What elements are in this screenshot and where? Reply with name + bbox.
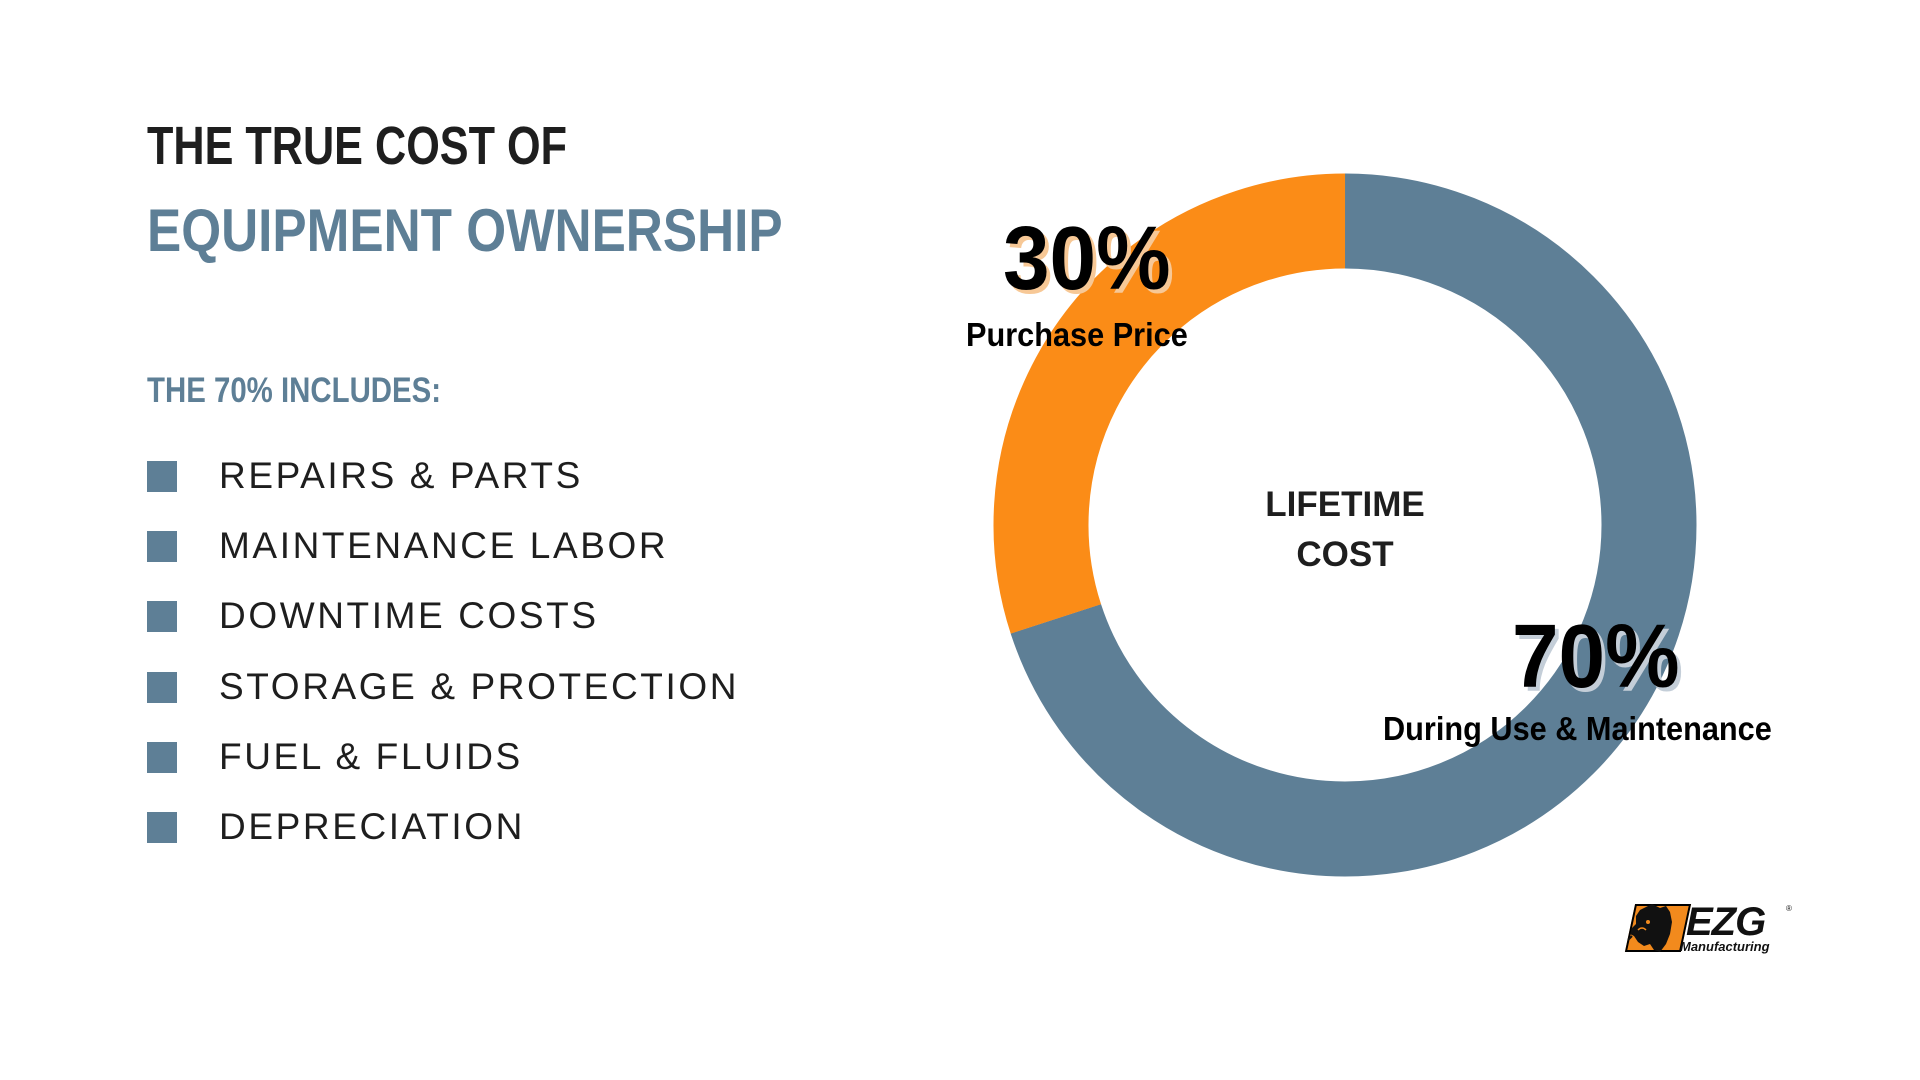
donut-segment-purchase-price bbox=[993, 173, 1697, 877]
purchase-price-label: Purchase Price bbox=[966, 316, 1204, 354]
title-line-1-text: THE TRUE COST OF bbox=[147, 116, 567, 176]
includes-heading-text: THE 70% INCLUDES: bbox=[147, 371, 442, 410]
list-item-label: REPAIRS & PARTS bbox=[219, 455, 583, 496]
title-line-2-text: EQUIPMENT OWNERSHIP bbox=[147, 197, 783, 264]
use-maintenance-percent: 70% bbox=[1512, 612, 1692, 702]
list-item-label: DOWNTIME COSTS bbox=[219, 595, 599, 636]
square-bullet-icon bbox=[147, 742, 177, 773]
donut-center-label-line-1: LIFETIME bbox=[1265, 485, 1425, 524]
logo-subtitle: Manufacturing bbox=[1680, 939, 1770, 954]
donut-center-label-line-2: COST bbox=[1296, 535, 1394, 574]
list-item-label: MAINTENANCE LABOR bbox=[219, 525, 669, 566]
square-bullet-icon bbox=[147, 672, 177, 703]
use-maintenance-label-text: During Use & Maintenance bbox=[1383, 710, 1772, 747]
includes-heading: THE 70% INCLUDES: bbox=[147, 371, 497, 411]
list-item-label: STORAGE & PROTECTION bbox=[219, 666, 740, 707]
square-bullet-icon bbox=[147, 531, 177, 562]
purchase-price-percent: 30% bbox=[1003, 214, 1183, 304]
boar-head-icon bbox=[1627, 904, 1672, 952]
square-bullet-icon bbox=[147, 601, 177, 632]
square-bullet-icon bbox=[147, 461, 177, 492]
title-line-2: EQUIPMENT OWNERSHIP bbox=[147, 198, 890, 264]
use-maintenance-percent-text: 70% bbox=[1512, 607, 1680, 707]
purchase-price-percent-text: 30% bbox=[1003, 209, 1171, 309]
registered-mark: ® bbox=[1786, 904, 1792, 913]
purchase-price-label-text: Purchase Price bbox=[966, 316, 1188, 353]
title-line-1: THE TRUE COST OF bbox=[147, 116, 672, 176]
logo-wordmark: EZG bbox=[1686, 900, 1766, 944]
use-maintenance-label: During Use & Maintenance bbox=[1383, 710, 1801, 748]
ezg-manufacturing-logo: EZG ® Manufacturing bbox=[1624, 900, 1796, 956]
list-item-label: DEPRECIATION bbox=[219, 806, 525, 847]
square-bullet-icon bbox=[147, 812, 177, 843]
list-item-label: FUEL & FLUIDS bbox=[219, 736, 523, 777]
